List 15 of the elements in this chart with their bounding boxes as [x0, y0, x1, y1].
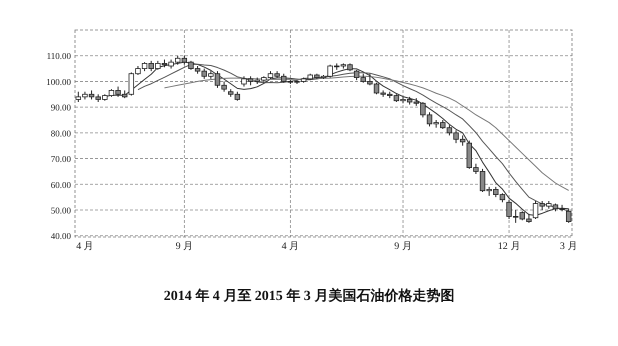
x-tick-label: 4 月 [282, 241, 300, 252]
x-tick-label: 9 月 [394, 241, 412, 252]
x-tick-label: 9 月 [176, 241, 194, 252]
text: 2014 年 4 月至 2015 年 3 月美国石油价格走势图 [164, 287, 454, 304]
y-tick-label: 70.00 [50, 154, 72, 164]
y-tick-label: 90.00 [50, 102, 72, 113]
x-tick-label: 12 月 [498, 241, 520, 252]
y-tick-label: 80.00 [50, 128, 72, 138]
y-tick-label: 40.00 [50, 231, 72, 242]
y-tick-label: 60.00 [50, 180, 72, 190]
x-tick-label: 3 月 [560, 241, 578, 252]
y-tick-label: 110.00 [46, 51, 72, 62]
y-tick-label: 50.00 [50, 206, 72, 216]
y-tick-label: 100.00 [46, 76, 72, 87]
x-tick-label: 4 月 [76, 241, 94, 252]
